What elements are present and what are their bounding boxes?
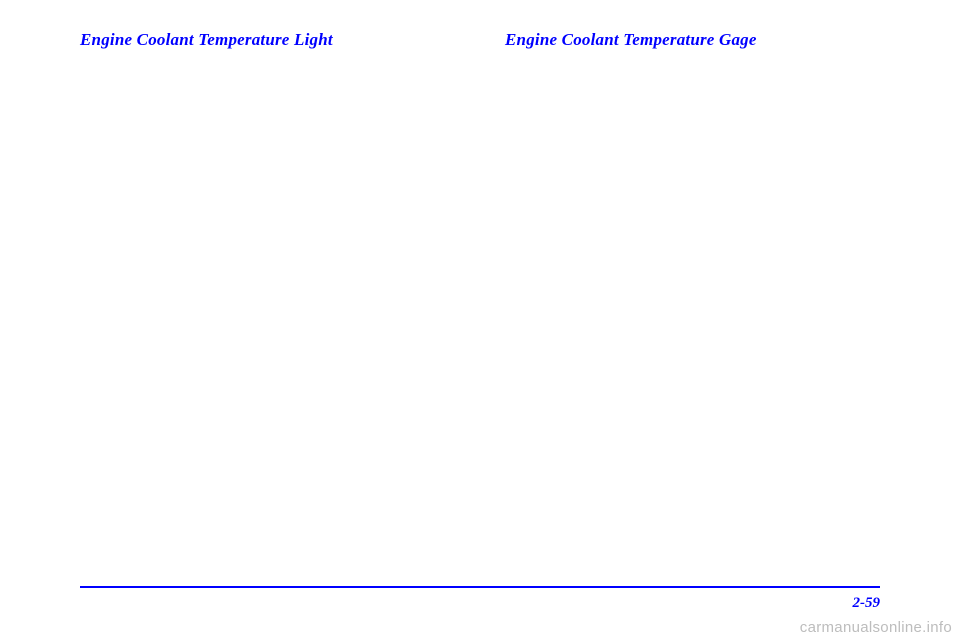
page-container: Engine Coolant Temperature Light Engine …: [0, 0, 960, 640]
watermark-text: carmanualsonline.info: [800, 619, 952, 636]
right-column: Engine Coolant Temperature Gage: [505, 30, 880, 50]
left-column: Engine Coolant Temperature Light: [80, 30, 455, 50]
two-column-layout: Engine Coolant Temperature Light Engine …: [80, 30, 880, 50]
left-section-heading: Engine Coolant Temperature Light: [80, 30, 455, 50]
footer-rule: [80, 586, 880, 588]
page-number: 2-59: [853, 595, 881, 612]
right-section-heading: Engine Coolant Temperature Gage: [505, 30, 880, 50]
